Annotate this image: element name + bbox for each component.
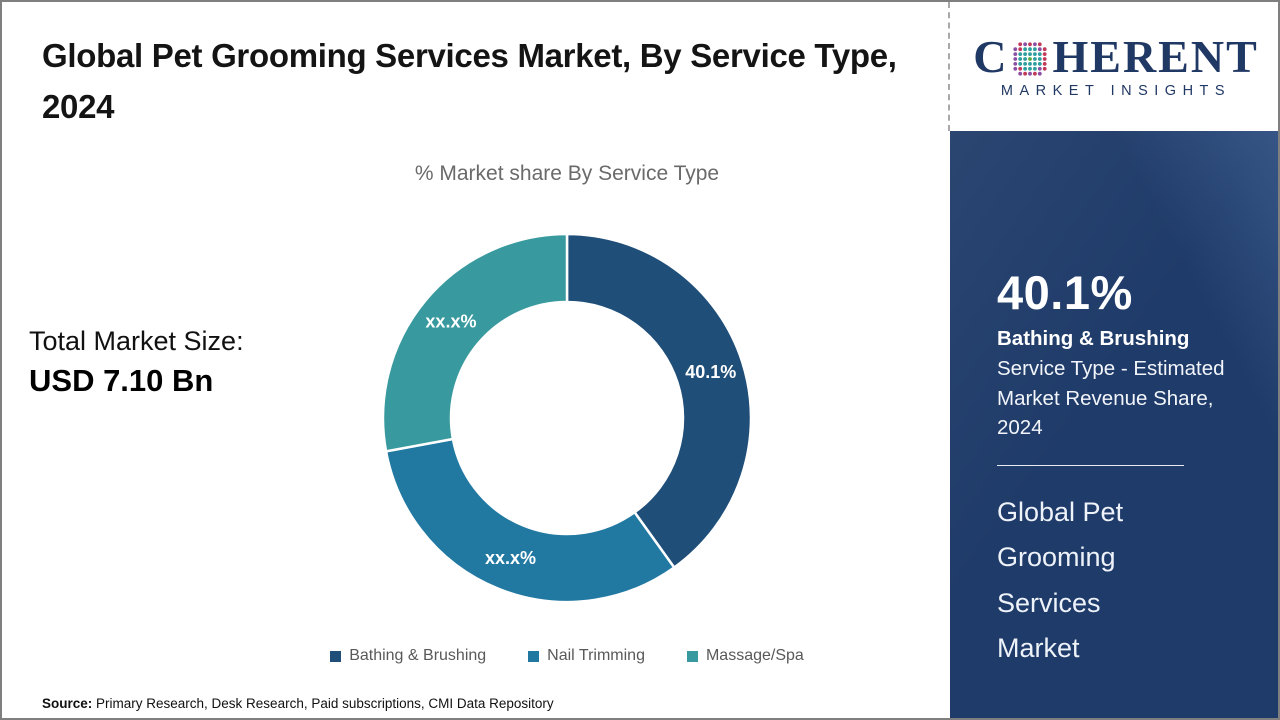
coherent-market-insights-logo: C HERENT MARKET INSIGHTS	[973, 34, 1259, 100]
legend-item-nail-trimming: Nail Trimming	[528, 647, 645, 665]
sidebar-stat-value: 40.1%	[997, 266, 1133, 319]
legend-label-nail-trimming: Nail Trimming	[547, 647, 645, 664]
sidebar: 40.1% Bathing & Brushing Service Type - …	[950, 131, 1278, 718]
sidebar-divider	[997, 464, 1184, 466]
sidebar-stat-description: Service Type - Estimated Market Revenue …	[997, 357, 1225, 439]
donut-segment-label-1: xx.x%	[485, 548, 536, 568]
source-line: Source: Primary Research, Desk Research,…	[42, 696, 554, 711]
source-label: Source:	[42, 696, 93, 711]
logo-letter-c: C	[973, 31, 1009, 82]
globe-dots-logo-icon	[1009, 38, 1051, 80]
donut-segment-label-2: xx.x%	[425, 311, 476, 331]
legend-item-massage-spa: Massage/Spa	[686, 647, 804, 665]
chart-legend: Bathing & Brushing Nail Trimming Massage…	[182, 647, 952, 665]
logo-panel: C HERENT MARKET INSIGHTS	[948, 2, 1278, 131]
source-text: Primary Research, Desk Research, Paid su…	[92, 696, 554, 711]
sidebar-report-title: Global Pet Grooming Services Market	[997, 496, 1124, 664]
legend-label-massage-spa: Massage/Spa	[705, 647, 804, 664]
legend-item-bathing-brushing: Bathing & Brushing	[330, 647, 486, 665]
total-market-size-block: Total Market Size: USD 7.10 Bn	[29, 326, 244, 399]
legend-marker-bathing-brushing	[330, 650, 342, 662]
logo-wordmark: C HERENT	[973, 34, 1259, 80]
donut-segment-1	[384, 437, 676, 604]
logo-letters-herent: HERENT	[1052, 31, 1259, 82]
sidebar-stat-title: Bathing & Brushing	[997, 327, 1190, 350]
legend-marker-massage-spa	[686, 650, 698, 662]
logo-subtitle: MARKET INSIGHTS	[1000, 83, 1232, 99]
total-market-size-label: Total Market Size:	[29, 326, 244, 356]
page-title: Global Pet Grooming Services Market, By …	[42, 37, 897, 125]
legend-label-bathing-brushing: Bathing & Brushing	[349, 647, 487, 664]
legend-marker-nail-trimming	[528, 650, 540, 662]
donut-segment-label-0: 40.1%	[685, 362, 736, 382]
total-market-size-value: USD 7.10 Bn	[29, 363, 214, 398]
donut-segment-0	[565, 232, 753, 570]
donut-segment-2	[381, 232, 569, 453]
chart-title: % Market share By Service Type	[414, 162, 720, 185]
